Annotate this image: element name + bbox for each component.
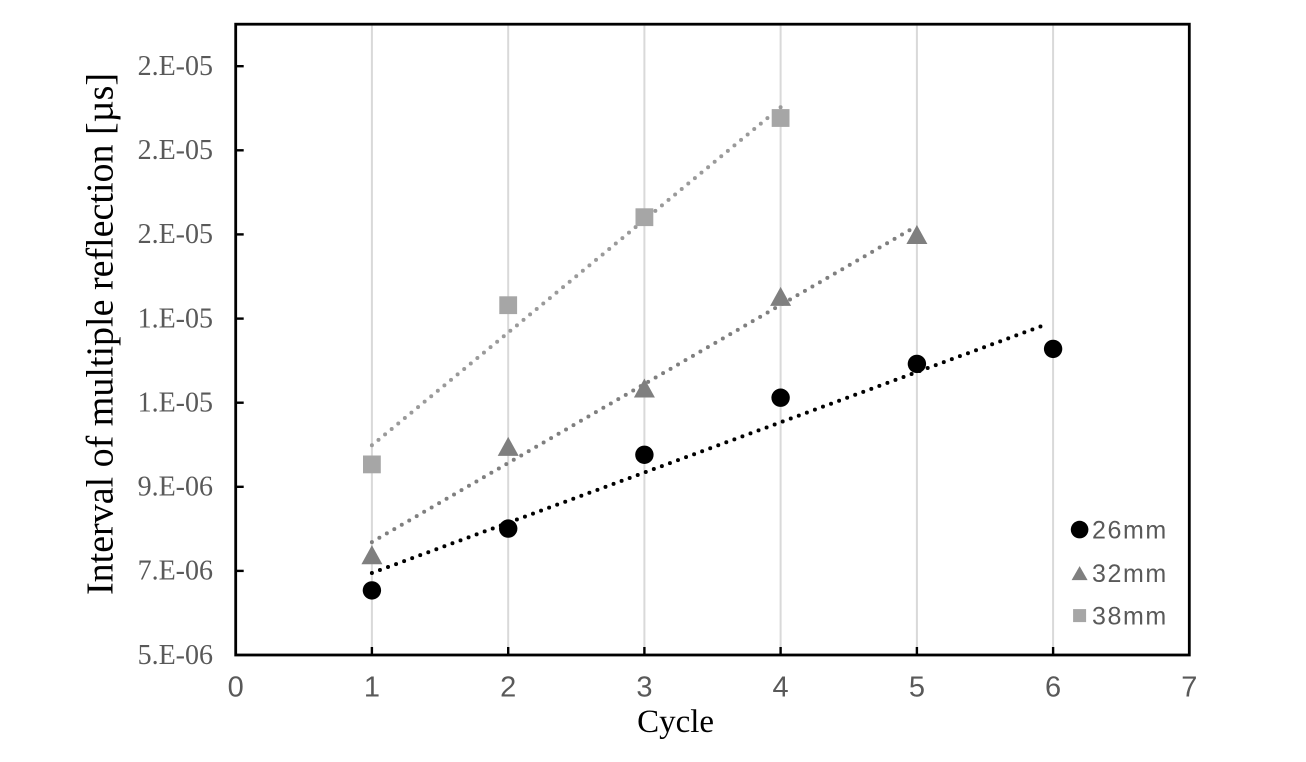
svg-text:6: 6	[1045, 672, 1061, 704]
svg-text:3: 3	[636, 672, 652, 704]
svg-text:5: 5	[909, 672, 925, 704]
svg-text:1.E-05: 1.E-05	[138, 388, 213, 419]
svg-text:7.E-06: 7.E-06	[138, 556, 213, 587]
svg-text:7: 7	[1181, 672, 1197, 704]
svg-text:1.E-05: 1.E-05	[138, 303, 213, 334]
svg-text:2.E-05: 2.E-05	[138, 219, 213, 250]
svg-text:5.E-06: 5.E-06	[138, 640, 213, 671]
svg-text:Interval of multiple reflectio: Interval of multiple reflection [µs]	[79, 73, 121, 595]
svg-text:32mm: 32mm	[1092, 560, 1168, 588]
svg-text:26mm: 26mm	[1092, 517, 1168, 545]
svg-text:0: 0	[228, 672, 244, 704]
svg-text:38mm: 38mm	[1092, 603, 1168, 631]
svg-text:9.E-06: 9.E-06	[138, 472, 213, 503]
svg-text:1: 1	[364, 672, 380, 704]
svg-text:2: 2	[500, 672, 516, 704]
svg-text:4: 4	[773, 672, 789, 704]
svg-text:2.E-05: 2.E-05	[138, 135, 213, 166]
svg-text:Cycle: Cycle	[637, 704, 714, 740]
svg-text:2.E-05: 2.E-05	[138, 51, 213, 82]
